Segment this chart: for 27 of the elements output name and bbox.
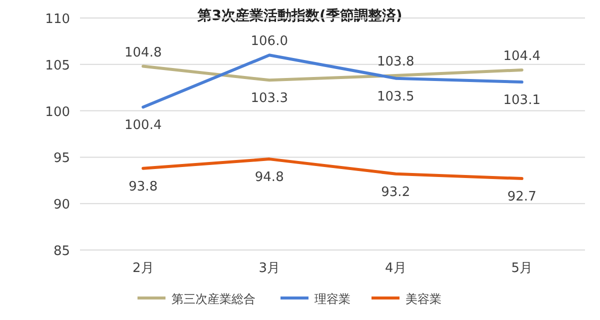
data-label: 104.4 xyxy=(503,48,540,64)
data-label: 94.8 xyxy=(254,170,284,186)
x-tick-label: 2月 xyxy=(132,261,154,276)
data-label: 93.8 xyxy=(128,179,158,194)
legend-label: 第三次産業総合 xyxy=(172,292,256,306)
x-tick-label: 4月 xyxy=(384,261,406,276)
data-label: 104.8 xyxy=(124,45,162,60)
data-label: 93.2 xyxy=(381,184,410,200)
y-tick-label: 100 xyxy=(45,104,70,120)
y-tick-label: 90 xyxy=(53,198,70,213)
y-tick-label: 85 xyxy=(53,244,70,259)
data-label: 92.7 xyxy=(507,190,536,205)
data-label: 100.4 xyxy=(124,118,162,134)
x-tick-label: 5月 xyxy=(511,261,533,276)
line-series xyxy=(142,64,524,82)
y-tick-label: 110 xyxy=(45,12,70,27)
data-label: 103.8 xyxy=(377,54,414,70)
data-label: 103.5 xyxy=(377,89,414,104)
line-series xyxy=(142,158,524,180)
legend-label: 美容業 xyxy=(406,292,442,306)
data-label: 106.0 xyxy=(250,34,288,50)
data-label: 103.3 xyxy=(250,91,288,106)
legend-label: 理容業 xyxy=(314,292,350,306)
y-tick-label: 105 xyxy=(45,58,70,74)
data-label: 103.1 xyxy=(503,93,540,108)
x-tick-label: 3月 xyxy=(258,261,280,276)
y-tick-label: 95 xyxy=(53,151,70,166)
